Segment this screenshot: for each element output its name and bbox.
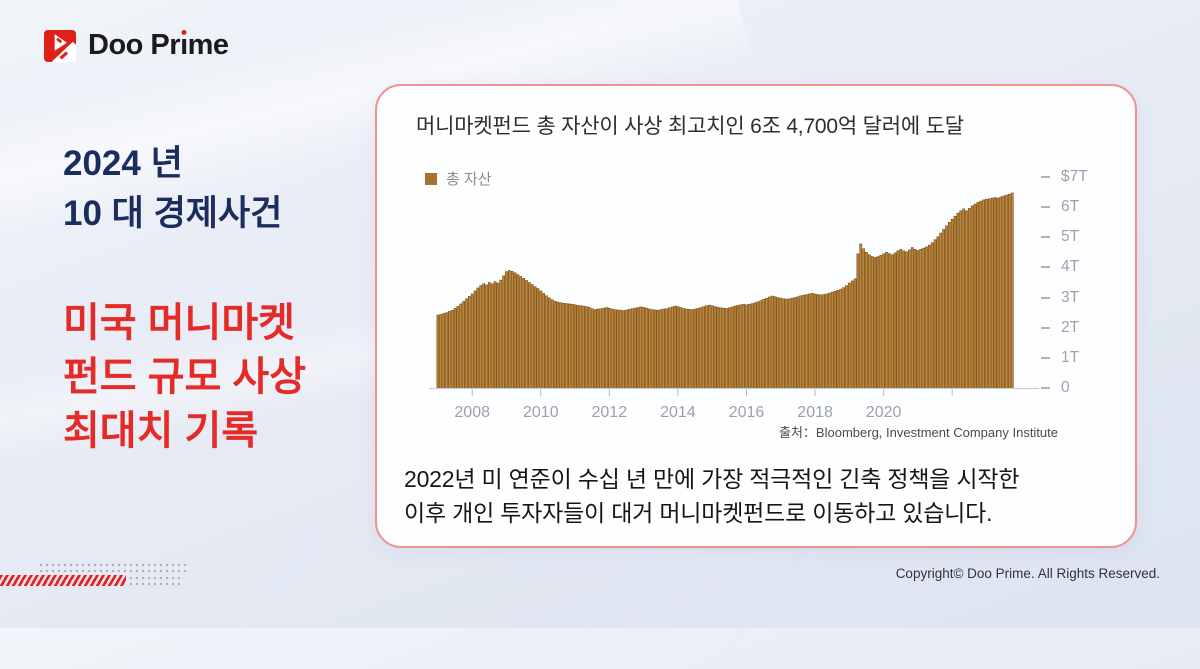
x-axis-label: 2020 bbox=[866, 404, 902, 421]
y-axis-tick: 5T bbox=[1041, 227, 1079, 247]
brand-i-dot-icon bbox=[181, 30, 187, 35]
brand-text-post: me bbox=[187, 29, 229, 61]
headline-year-line: 2024 년 bbox=[63, 144, 183, 183]
y-axis-label: 1T bbox=[1061, 348, 1080, 366]
y-axis-label: 0 bbox=[1061, 379, 1070, 396]
x-axis-label: 2012 bbox=[592, 404, 628, 421]
legend-label: 총 자산 bbox=[446, 171, 492, 188]
y-axis-label: 4T bbox=[1061, 258, 1080, 276]
y-axis-tick: 4T bbox=[1041, 257, 1079, 277]
chart-title: 머니마켓펀드 총 자산이 사상 최고치인 6조 4,700억 달러에 도달 bbox=[416, 115, 964, 138]
chart-card: 머니마켓펀드 총 자산이 사상 최고치인 6조 4,700억 달러에 도달 총 … bbox=[375, 84, 1137, 548]
y-axis-label: $7T bbox=[1061, 168, 1088, 185]
deco-red-stripe bbox=[0, 575, 126, 586]
headline-title-line: 미국 머니마켓 bbox=[63, 301, 295, 345]
caption-line: 이후 개인 투자자들이 대거 머니마켓펀드로 이동하고 있습니다. bbox=[404, 500, 993, 526]
deco-dot-grid bbox=[128, 575, 184, 586]
y-axis-label: 5T bbox=[1061, 228, 1080, 246]
doo-prime-logo: Doo Pr ıme bbox=[44, 29, 229, 62]
x-axis-label: 2016 bbox=[729, 404, 765, 421]
x-axis-label: 2008 bbox=[454, 404, 490, 421]
copyright: Copyright© Doo Prime. All Rights Reserve… bbox=[895, 566, 1160, 581]
y-axis-tick: 2T bbox=[1041, 318, 1079, 338]
y-tick-dash-icon bbox=[1041, 236, 1050, 239]
brand-text: Doo Pr ıme bbox=[88, 29, 229, 62]
y-tick-dash-icon bbox=[1041, 296, 1050, 299]
y-axis-tick: 1T bbox=[1041, 348, 1079, 368]
y-tick-dash-icon bbox=[1041, 326, 1050, 329]
y-tick-dash-icon bbox=[1041, 206, 1050, 209]
brand-text-pre: Doo Pr bbox=[88, 29, 181, 61]
y-axis-tick: 6T bbox=[1041, 197, 1079, 217]
headline-year: 2024 년 10 대 경제사건 bbox=[63, 139, 282, 239]
y-tick-dash-icon bbox=[1041, 266, 1050, 269]
brand-text-i: ı bbox=[180, 29, 188, 61]
headline-title: 미국 머니마켓 펀드 규모 사상 최대치 기록 bbox=[63, 296, 306, 458]
doo-prime-mark-icon bbox=[44, 29, 76, 62]
source-note: 출처：Bloomberg, Investment Company Institu… bbox=[779, 425, 1058, 440]
headline-title-line: 펀드 규모 사상 bbox=[63, 355, 307, 399]
y-axis-tick: 3T bbox=[1041, 288, 1079, 308]
legend-swatch bbox=[425, 172, 437, 185]
y-axis-tick: $7T bbox=[1041, 167, 1088, 187]
chart-caption: 2022년 미 연준이 수십 년 만에 가장 적극적인 긴축 정책을 시작한 이… bbox=[404, 462, 1020, 530]
y-tick-dash-icon bbox=[1041, 387, 1050, 389]
y-tick-dash-icon bbox=[1041, 176, 1050, 178]
chart-legend: 총 자산 bbox=[425, 168, 492, 189]
headline-title-line: 최대치 기록 bbox=[63, 409, 259, 453]
y-axis-label: 6T bbox=[1061, 198, 1080, 216]
caption-line: 2022년 미 연준이 수십 년 만에 가장 적극적인 긴축 정책을 시작한 bbox=[404, 466, 1020, 492]
x-axis-label: 2010 bbox=[523, 404, 559, 421]
background-streak bbox=[228, 490, 355, 650]
headline-year-line: 10 대 경제사건 bbox=[63, 194, 283, 233]
y-tick-dash-icon bbox=[1041, 356, 1050, 359]
y-axis-tick: 0 bbox=[1041, 378, 1070, 398]
y-axis-label: 3T bbox=[1061, 288, 1080, 306]
deco-dot-grid bbox=[38, 562, 190, 573]
x-axis-label: 2014 bbox=[660, 404, 696, 421]
y-axis-label: 2T bbox=[1061, 318, 1080, 336]
x-axis-label: 2018 bbox=[797, 404, 833, 421]
